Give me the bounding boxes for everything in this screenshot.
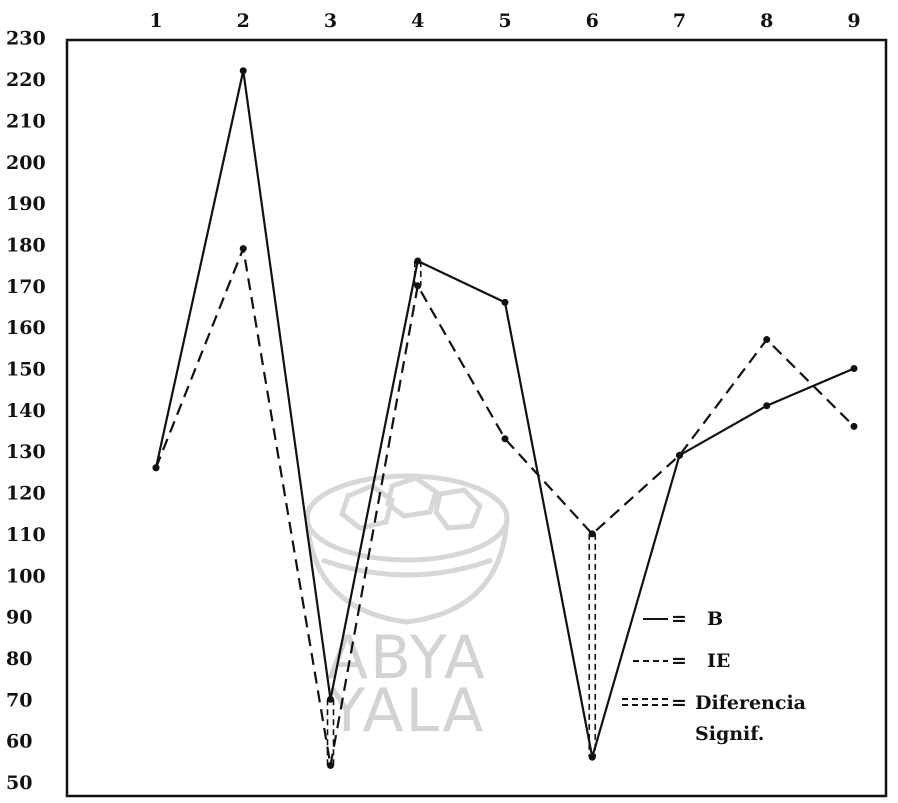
y-tick-label: 200 — [6, 152, 46, 174]
y-tick-label: 120 — [6, 483, 46, 505]
point-ie — [327, 761, 334, 769]
point-ie — [850, 422, 858, 430]
y-tick-label: 80 — [6, 648, 32, 670]
x-tick-label: 6 — [586, 10, 599, 32]
legend-symbol-eq: = — [671, 650, 687, 672]
y-tick-label: 90 — [6, 607, 32, 629]
point-b — [327, 695, 334, 703]
y-axis: 50 60 70 80 90 100 110 120 130 140 150 160 170 180 190… — [6, 28, 46, 794]
legend-item-b: = B — [643, 608, 723, 630]
plot-frame — [65, 38, 888, 798]
legend-label-signif: Signif. — [695, 723, 764, 745]
point-ie — [676, 451, 683, 459]
point-ie — [763, 336, 771, 344]
legend-symbol-eq: = — [671, 608, 687, 630]
y-tick-label: 50 — [6, 772, 32, 794]
point-b — [239, 67, 247, 75]
y-tick-label: 180 — [6, 234, 46, 256]
point-b — [763, 402, 771, 410]
legend-label-ie: IE — [707, 650, 730, 672]
y-tick-label: 140 — [6, 400, 46, 422]
legend: = B = IE = Diferencia Signif. — [622, 608, 806, 745]
legend-item-ie: = IE — [633, 650, 730, 672]
abya-yala-watermark: ABYA YALA — [304, 473, 510, 746]
y-tick-label: 170 — [6, 276, 46, 298]
bowl-logo — [304, 473, 510, 625]
series-lines — [154, 70, 855, 766]
y-tick-label: 150 — [6, 359, 46, 381]
point-ie — [414, 282, 422, 290]
y-tick-label: 210 — [6, 110, 46, 132]
point-b — [501, 298, 509, 306]
x-tick-label: 1 — [149, 10, 162, 32]
point-b — [850, 365, 858, 372]
point-b — [588, 753, 596, 761]
y-tick-label: 160 — [6, 317, 46, 339]
point-ie — [239, 245, 247, 253]
point-ie — [588, 530, 596, 538]
x-tick-label: 4 — [411, 10, 424, 32]
x-tick-label: 2 — [237, 10, 250, 32]
significance-mark — [588, 533, 597, 758]
x-axis: 1 2 3 4 5 6 7 8 9 — [149, 10, 860, 32]
y-tick-label: 60 — [6, 731, 32, 753]
x-tick-label: 7 — [673, 10, 686, 32]
legend-item-diferencia: = Diferencia Signif. — [622, 692, 806, 745]
point-b — [414, 257, 422, 265]
y-tick-label: 130 — [6, 441, 46, 463]
y-tick-label: 100 — [6, 565, 46, 587]
x-tick-label: 9 — [847, 10, 860, 32]
y-tick-label: 230 — [6, 28, 46, 50]
x-tick-label: 5 — [498, 10, 511, 32]
data-points — [152, 67, 858, 769]
series-line-b — [154, 70, 855, 758]
x-tick-label: 3 — [324, 10, 337, 32]
y-tick-label: 70 — [6, 689, 32, 711]
series-line-ie — [154, 244, 855, 766]
legend-label-diferencia: Diferencia — [695, 692, 806, 714]
y-tick-label: 190 — [6, 193, 46, 215]
point-ie — [501, 435, 509, 443]
x-tick-label: 8 — [760, 10, 773, 32]
watermark-line1: ABYA — [327, 623, 487, 693]
y-tick-label: 220 — [6, 69, 46, 91]
point-ie — [152, 464, 160, 472]
watermark-line2: YALA — [328, 676, 486, 746]
legend-label-b: B — [707, 608, 723, 630]
y-tick-label: 110 — [6, 524, 46, 546]
legend-symbol-eq: = — [671, 692, 687, 714]
